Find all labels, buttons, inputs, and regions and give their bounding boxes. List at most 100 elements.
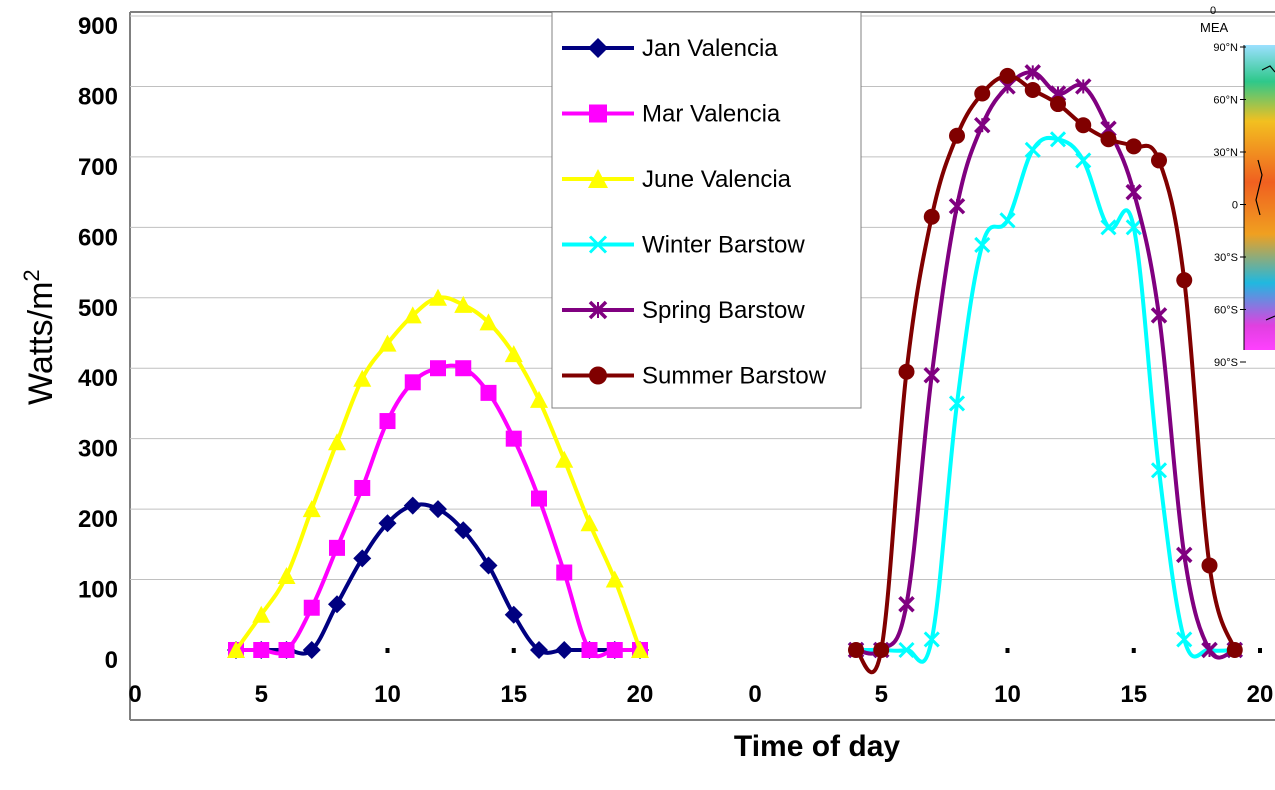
data-point <box>1100 219 1117 236</box>
data-point <box>1125 219 1142 236</box>
data-point <box>580 514 599 532</box>
x-tick-label: 20 <box>1247 681 1274 708</box>
data-point-stroke <box>1075 152 1092 169</box>
data-point <box>556 564 573 581</box>
data-point <box>504 345 523 363</box>
y-tick-label: 300 <box>78 436 118 463</box>
inset-map-lat-label: 30°N <box>1213 147 1238 159</box>
data-point <box>353 549 372 568</box>
legend-item: Summer Barstow <box>562 363 827 390</box>
inset-map: 0 MEA 90°N 60°N 30°N 0 30°S 60°S 90°S <box>1200 5 1275 369</box>
x-tick-labels: 0 5 10 15 20 0 5 10 15 20 <box>128 681 1273 708</box>
x-tick-label: 0 <box>128 681 141 708</box>
data-point <box>588 38 608 58</box>
legend-label: Summer Barstow <box>642 363 827 390</box>
inset-map-lat-label: 30°S <box>1214 252 1238 264</box>
y-tick-label: 100 <box>78 577 118 604</box>
data-point <box>354 479 371 496</box>
inset-map-lat-label: 90°S <box>1214 357 1238 369</box>
data-point <box>1125 138 1142 155</box>
data-point <box>898 363 915 380</box>
x-tick-label: 5 <box>255 681 268 708</box>
data-point <box>430 360 446 377</box>
data-point <box>227 641 245 658</box>
inset-map-lat-label: 60°S <box>1214 305 1238 317</box>
inset-map-image <box>1244 45 1275 350</box>
inset-map-lat-label: 0 <box>1232 200 1238 212</box>
data-point <box>1176 546 1193 564</box>
data-point <box>303 599 320 616</box>
legend-item: Jan Valencia <box>562 35 778 62</box>
data-point <box>1075 78 1092 95</box>
data-point <box>923 367 940 384</box>
data-point <box>403 496 422 515</box>
data-point <box>378 334 397 352</box>
data-point <box>898 595 915 613</box>
data-point <box>479 313 498 331</box>
data-point <box>505 430 522 447</box>
zero-line-dot <box>1131 648 1136 653</box>
y-tick-label: 0 <box>105 647 118 674</box>
data-point <box>378 514 397 533</box>
zero-line-dot <box>385 648 390 653</box>
data-point <box>999 67 1016 84</box>
data-point-stroke <box>1150 462 1168 479</box>
series-line <box>855 135 1235 664</box>
series-summer-barstow <box>848 67 1243 675</box>
data-point <box>606 642 623 658</box>
data-point <box>1024 141 1041 158</box>
data-point <box>328 595 346 614</box>
x-tick-label: 10 <box>374 681 401 708</box>
data-point <box>329 539 345 556</box>
data-point <box>252 605 271 623</box>
x-tick-label: 0 <box>748 681 761 708</box>
data-point <box>531 490 547 507</box>
y-tick-label: 400 <box>78 365 118 392</box>
data-point <box>999 212 1016 229</box>
legend-label: Winter Barstow <box>642 232 805 259</box>
data-point-stroke <box>588 235 608 254</box>
zero-line-dot <box>1005 648 1010 653</box>
data-point <box>949 127 965 144</box>
legend-item: Winter Barstow <box>562 232 805 259</box>
data-point <box>873 642 890 658</box>
data-point <box>588 169 608 188</box>
plot-area <box>129 11 1275 721</box>
data-point <box>555 641 574 659</box>
data-point-stroke <box>1024 141 1041 158</box>
data-point-stroke <box>999 212 1016 229</box>
data-point <box>923 631 940 648</box>
data-point <box>1150 462 1168 479</box>
legend-item: Mar Valencia <box>562 101 781 128</box>
legend-item: June Valencia <box>562 166 792 193</box>
x-tick-label: 15 <box>500 681 527 708</box>
data-point-stroke <box>948 395 966 412</box>
x-tick-label: 5 <box>875 681 888 708</box>
data-point-stroke <box>923 631 940 648</box>
data-point <box>530 641 548 659</box>
data-point <box>588 300 608 320</box>
data-point <box>974 116 991 134</box>
data-point <box>1176 272 1193 289</box>
data-point <box>455 360 472 377</box>
data-point <box>278 642 295 658</box>
data-point-stroke <box>974 236 991 254</box>
zero-line-dot <box>1258 648 1262 653</box>
data-point <box>1100 131 1117 148</box>
x-tick-label: 10 <box>994 681 1021 708</box>
series-line <box>235 502 640 656</box>
legend-label: Jan Valencia <box>642 35 778 62</box>
data-point-stroke <box>898 641 915 659</box>
data-point <box>1049 131 1067 148</box>
data-point <box>1050 96 1066 113</box>
data-point <box>605 570 624 588</box>
data-point <box>898 641 915 659</box>
data-point <box>429 288 447 306</box>
data-point <box>588 235 608 254</box>
data-point-stroke <box>1176 631 1193 648</box>
data-point <box>302 500 321 518</box>
y-axis-title: Watts/m2 <box>19 269 60 405</box>
legend: Jan Valencia Mar Valencia June Valencia Win… <box>551 11 862 409</box>
series-layer <box>227 64 1243 675</box>
